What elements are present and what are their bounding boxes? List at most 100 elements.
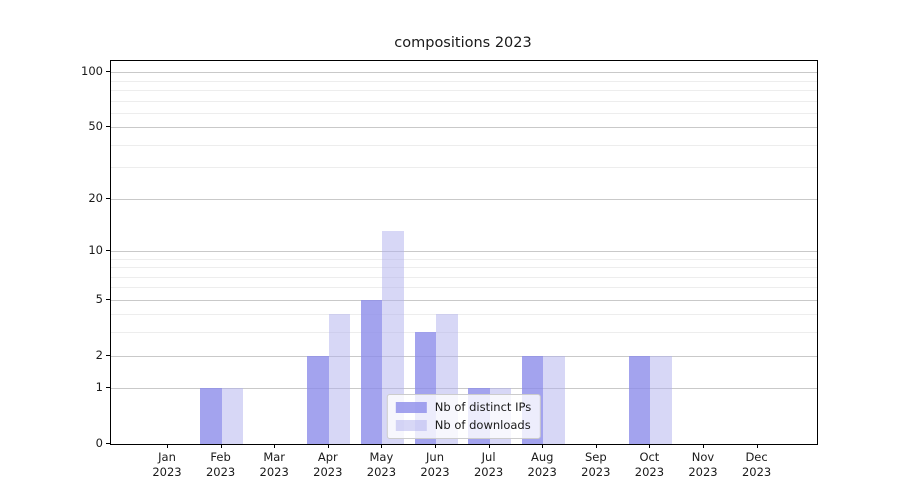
y-tick-mark-1: [106, 387, 110, 389]
y-tick-label-20: 20: [88, 190, 103, 205]
x-tick-mark-aug: [542, 444, 544, 448]
x-tick-month: May: [369, 450, 394, 464]
gridline-major-5: [111, 299, 817, 301]
legend: Nb of distinct IPs Nb of downloads: [386, 394, 542, 439]
legend-label-downloads: Nb of downloads: [434, 418, 531, 432]
x-tick-mark-apr: [327, 444, 329, 448]
x-tick-mark-jun: [435, 444, 436, 448]
gridline-minor-6: [111, 287, 817, 289]
gridline-minor-8: [111, 267, 817, 268]
gridline-minor-90: [111, 80, 817, 82]
x-tick-month: Nov: [691, 450, 715, 464]
y-tick-label-50: 50: [88, 119, 103, 134]
x-tick-month: Jan: [158, 450, 176, 464]
x-tick-mark-jan: [167, 444, 168, 448]
legend-swatch-downloads: [395, 419, 427, 431]
y-tick-label-2: 2: [95, 347, 103, 362]
x-tick-month: Oct: [639, 450, 660, 464]
x-tick-label-jul: Jul 2023: [457, 450, 521, 480]
x-tick-label-dec: Dec 2023: [725, 450, 789, 480]
x-tick-mark-may: [381, 444, 383, 448]
bar-downloads-oct: [650, 355, 672, 444]
y-tick-label-5: 5: [95, 291, 103, 306]
x-tick-label-mar: Mar 2023: [242, 450, 306, 480]
x-tick-year: 2023: [688, 465, 718, 479]
gridline-minor-9: [111, 258, 817, 260]
x-tick-month: Apr: [317, 450, 338, 464]
x-tick-year: 2023: [634, 465, 665, 479]
grid-layer: [111, 61, 817, 444]
bar-distinct-ips-may: [360, 299, 383, 444]
x-tick-mark-jul: [488, 444, 490, 448]
y-tick-label-0: 0: [95, 436, 103, 450]
gridline-minor-40: [111, 144, 817, 146]
y-tick-label-100: 100: [81, 64, 103, 79]
x-tick-year: 2023: [420, 465, 450, 479]
y-tick-mark-10: [106, 249, 110, 251]
gridline-minor-70: [111, 100, 817, 102]
plot-area: Nb of distinct IPs Nb of downloads: [110, 60, 818, 445]
legend-item-downloads: Nb of downloads: [395, 418, 531, 432]
x-tick-mark-nov: [703, 444, 704, 448]
x-tick-label-may: May 2023: [349, 450, 413, 480]
x-tick-mark-mar: [274, 444, 276, 448]
y-tick-label-1: 1: [95, 380, 103, 395]
gridline-minor-60: [111, 112, 817, 114]
x-tick-month: Aug: [530, 450, 554, 464]
x-tick-year: 2023: [313, 465, 343, 479]
y-tick-mark-0: [106, 443, 110, 444]
x-tick-month: Sep: [584, 450, 607, 464]
x-tick-label-nov: Nov 2023: [671, 450, 735, 480]
x-tick-month: Feb: [210, 450, 231, 464]
x-tick-label-jun: Jun 2023: [403, 450, 467, 480]
x-tick-year: 2023: [205, 465, 236, 479]
legend-item-distinct-ips: Nb of distinct IPs: [395, 400, 532, 414]
x-tick-month: Mar: [263, 450, 286, 464]
gridline-major-10: [111, 250, 817, 252]
legend-label-distinct-ips: Nb of distinct IPs: [434, 400, 532, 414]
y-tick-mark-50: [106, 126, 110, 128]
x-tick-year: 2023: [527, 465, 557, 479]
x-tick-label-sep: Sep 2023: [564, 450, 628, 480]
x-tick-mark-dec: [756, 444, 758, 448]
gridline-major-2: [111, 355, 817, 357]
y-tick-label-10: 10: [88, 242, 103, 257]
y-tick-mark-100: [106, 71, 110, 73]
bars-layer: [111, 61, 817, 444]
x-tick-label-jan: Jan 2023: [135, 450, 199, 480]
gridline-minor-7: [111, 276, 817, 278]
gridline-major-20: [111, 198, 817, 200]
bar-downloads-apr: [328, 314, 351, 444]
x-tick-mark-feb: [220, 444, 222, 448]
x-tick-year: 2023: [581, 465, 611, 479]
gridline-minor-4: [111, 314, 817, 316]
bar-downloads-may: [382, 231, 404, 444]
x-tick-label-feb: Feb 2023: [189, 450, 253, 480]
y-tick-mark-2: [106, 354, 110, 356]
gridline-minor-30: [111, 167, 817, 169]
gridline-minor-80: [111, 89, 817, 91]
x-tick-year: 2023: [741, 465, 772, 479]
y-tick-mark-20: [106, 197, 110, 199]
bar-downloads-aug: [543, 355, 565, 444]
legend-swatch-distinct-ips: [395, 401, 427, 413]
x-tick-month: Dec: [745, 450, 768, 464]
gridline-major-50: [111, 127, 817, 129]
gridline-major-100: [111, 72, 817, 74]
x-tick-label-apr: Apr 2023: [296, 450, 360, 480]
y-tick-mark-5: [106, 298, 110, 300]
x-tick-label-oct: Oct 2023: [617, 450, 681, 480]
bar-distinct-ips-apr: [307, 355, 329, 444]
x-tick-mark-oct: [649, 444, 651, 448]
x-tick-year: 2023: [473, 465, 504, 479]
gridline-minor-3: [111, 332, 817, 334]
bar-downloads-feb: [221, 388, 244, 444]
x-tick-month: Jun: [426, 450, 444, 464]
x-tick-mark-sep: [595, 444, 597, 448]
x-tick-month: Jul: [481, 450, 496, 464]
bar-distinct-ips-oct: [628, 355, 651, 444]
chart-title: compositions 2023: [394, 35, 532, 51]
x-tick-year: 2023: [152, 465, 182, 479]
bar-distinct-ips-feb: [200, 388, 222, 444]
